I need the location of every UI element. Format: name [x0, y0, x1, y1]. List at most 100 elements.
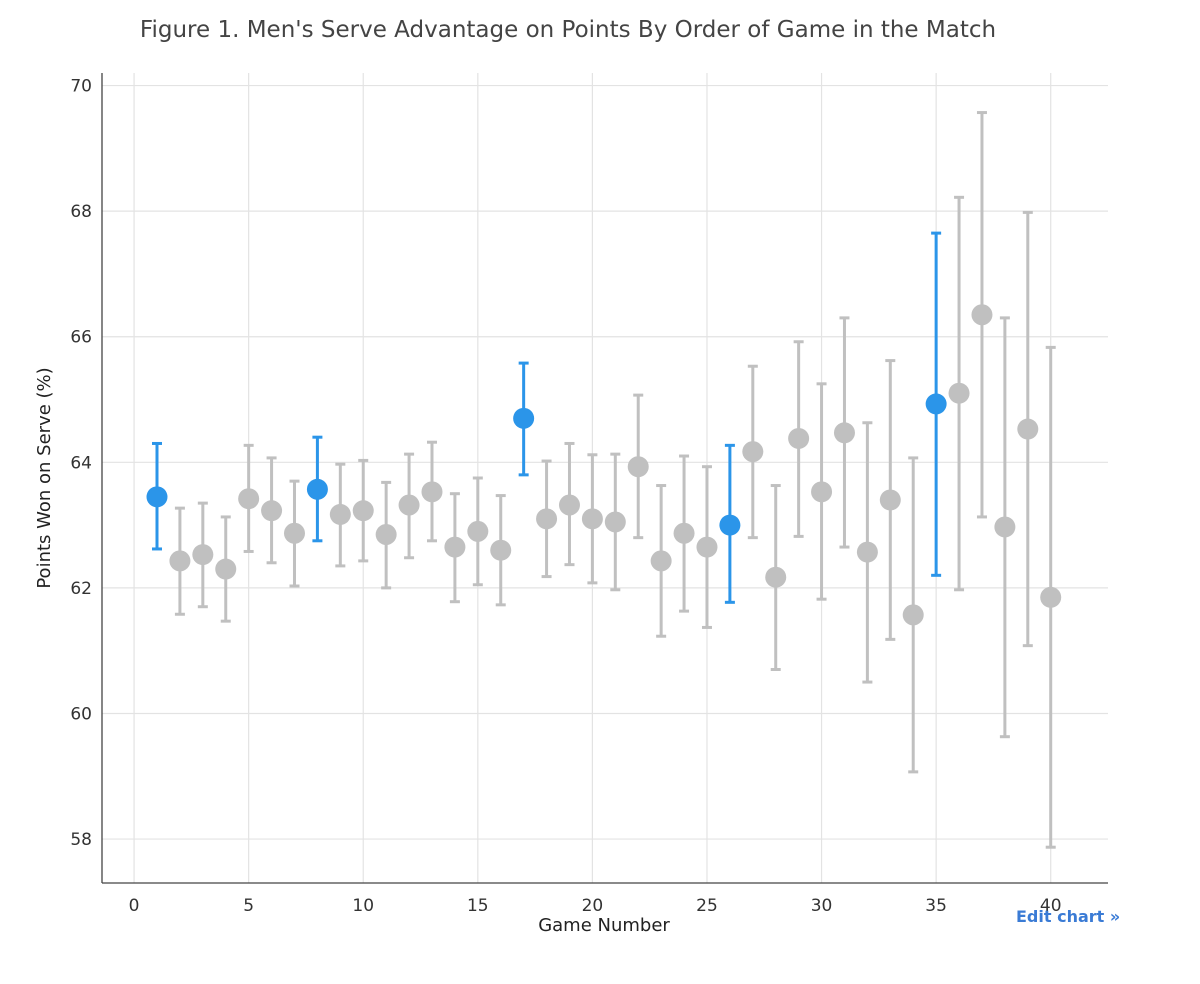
data-point	[902, 604, 924, 626]
data-point	[444, 536, 466, 558]
data-point-group	[283, 479, 305, 588]
data-point-group	[948, 195, 970, 592]
data-point	[352, 500, 374, 522]
data-point-group	[490, 494, 512, 607]
data-point-group	[673, 454, 695, 613]
data-point	[673, 522, 695, 544]
data-point-group	[650, 484, 672, 638]
data-point-group	[169, 506, 191, 616]
x-tick-label: 15	[467, 896, 489, 916]
data-point-group	[1017, 210, 1039, 648]
data-point	[650, 550, 672, 572]
data-point-group	[902, 456, 924, 774]
data-point	[261, 500, 283, 522]
data-point	[856, 541, 878, 563]
data-point-group	[811, 382, 833, 601]
data-point	[192, 544, 214, 566]
data-point-group	[719, 443, 741, 604]
data-point	[215, 558, 237, 580]
data-point-group	[971, 111, 993, 519]
x-tick-label: 25	[696, 896, 718, 916]
data-point	[513, 407, 535, 429]
data-point-group	[329, 462, 351, 568]
data-point-group	[536, 459, 558, 579]
data-point-group	[513, 361, 535, 477]
data-point	[833, 422, 855, 444]
data-point	[238, 488, 260, 510]
data-point-group	[558, 441, 580, 567]
data-point-group	[215, 515, 237, 623]
data-point	[1017, 418, 1039, 440]
data-point	[879, 489, 901, 511]
data-point-group	[879, 359, 901, 641]
data-point-group	[581, 453, 603, 585]
data-point-group	[925, 231, 947, 577]
data-point	[627, 456, 649, 478]
data-point-group	[994, 316, 1016, 739]
y-tick-label: 68	[70, 202, 92, 222]
x-tick-label: 10	[352, 896, 374, 916]
y-tick-label: 60	[70, 704, 92, 724]
edit-chart-link[interactable]: Edit chart »	[1016, 907, 1121, 926]
data-point-group	[604, 452, 626, 592]
y-tick-label: 58	[70, 830, 92, 850]
y-tick-label: 64	[70, 453, 92, 473]
data-point	[925, 393, 947, 415]
data-point	[375, 524, 397, 546]
data-point	[811, 481, 833, 503]
data-point-group	[375, 480, 397, 590]
data-point-group	[306, 435, 328, 543]
data-point-group	[696, 465, 718, 629]
data-point-group	[421, 440, 443, 543]
gridlines	[102, 73, 1108, 883]
data-point	[696, 536, 718, 558]
y-tick-label: 62	[70, 579, 92, 599]
data-point	[1040, 586, 1062, 608]
x-tick-label: 20	[582, 896, 604, 916]
data-point	[994, 516, 1016, 538]
data-point-group	[765, 484, 787, 672]
x-tick-label: 40	[1040, 896, 1062, 916]
data-point	[467, 520, 489, 542]
data-point	[742, 441, 764, 463]
data-point	[398, 494, 420, 516]
data-point	[490, 539, 512, 561]
data-point-group	[238, 443, 260, 553]
data-point	[329, 503, 351, 525]
data-point	[283, 522, 305, 544]
x-tick-label: 0	[129, 896, 140, 916]
data-point-group	[444, 492, 466, 604]
data-point-group	[146, 441, 168, 551]
data-point	[765, 566, 787, 588]
data-point	[948, 382, 970, 404]
x-axis-title: Game Number	[538, 915, 670, 936]
axes	[101, 73, 1108, 884]
y-axis-title: Points Won on Serve (%)	[34, 367, 55, 588]
data-point-group	[856, 421, 878, 684]
data-point	[581, 508, 603, 530]
data-point-group	[1040, 345, 1062, 849]
data-point	[788, 427, 810, 449]
x-tick-label: 30	[811, 896, 833, 916]
data-point	[558, 494, 580, 516]
data-point	[306, 478, 328, 500]
data-point-group	[398, 452, 420, 560]
data-point-group	[352, 458, 374, 563]
data-point-group	[833, 316, 855, 549]
data-point-group	[192, 501, 214, 609]
data-point	[146, 486, 168, 508]
data-point	[421, 481, 443, 503]
data-point-group	[788, 340, 810, 538]
chart-title: Figure 1. Men's Serve Advantage on Point…	[140, 17, 996, 43]
data-point-group	[742, 364, 764, 540]
data-point	[536, 508, 558, 530]
data-point-group	[627, 393, 649, 540]
data-point	[719, 514, 741, 536]
y-tick-label: 70	[70, 77, 92, 97]
data-point-group	[261, 456, 283, 565]
data-marks	[146, 111, 1062, 849]
x-tick-label: 35	[925, 896, 947, 916]
y-tick-label: 66	[70, 328, 92, 348]
data-point	[971, 304, 993, 326]
